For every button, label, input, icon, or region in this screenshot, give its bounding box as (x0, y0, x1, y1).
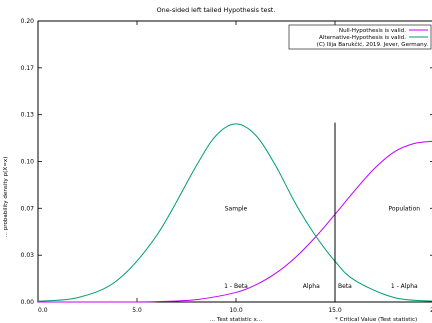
y-tick-label: 0.07 (21, 205, 35, 212)
region-label: Sample (225, 206, 248, 213)
copyright-note: (C) Ilija Barukčić, 2019. Jever, Germany… (317, 41, 429, 48)
y-tick-label: 0.17 (21, 65, 35, 72)
series-layer (37, 122, 432, 303)
x-axis: 0.0 5.0 10.0 15.0 20 (37, 21, 432, 314)
null-hypothesis-curve (38, 140, 432, 303)
y-tick-label: 0.20 (21, 18, 35, 25)
region-label: 1 - Alpha (391, 283, 418, 290)
chart-title: One-sided left tailed Hypothesis test. (157, 6, 276, 14)
critical-value-note: * Critical Value (Test statistic) (335, 317, 417, 323)
region-label: 1 - Beta (224, 283, 248, 290)
y-tick-label: 0.00 (21, 299, 35, 306)
x-tick-label: 20 (430, 307, 432, 314)
y-tick-label: 0.10 (21, 159, 35, 166)
x-axis-label: ... Test statistic x... (210, 317, 263, 323)
legend-label-alternative: Alternative-Hypothesis is valid. (319, 35, 406, 41)
legend-box (288, 24, 432, 50)
x-tick-label: 5.0 (132, 307, 142, 314)
region-label: Population (389, 206, 421, 213)
x-tick-label: 10.0 (229, 307, 243, 314)
legend: Null-Hypothesis is valid. Alternative-Hy… (288, 24, 432, 50)
annotation-layer: Sample Population 1 - Beta Alpha Beta 1 - Alp… (224, 206, 420, 290)
plot-frame (37, 20, 432, 303)
y-tick-label: 0.03 (21, 252, 35, 259)
region-label: Alpha (303, 283, 320, 290)
x-tick-label: 15.0 (328, 307, 342, 314)
x-tick-label: 0.0 (38, 307, 48, 314)
legend-label-null: Null-Hypothesis is valid. (339, 28, 406, 34)
alternative-hypothesis-curve (37, 123, 432, 302)
y-axis-label: ... probability density p(X=x) (3, 157, 9, 238)
region-label: Beta (338, 283, 352, 290)
y-axis: 0.00 0.03 0.07 0.10 0.13 0.17 0.20 (21, 18, 432, 306)
y-tick-label: 0.13 (21, 112, 35, 119)
